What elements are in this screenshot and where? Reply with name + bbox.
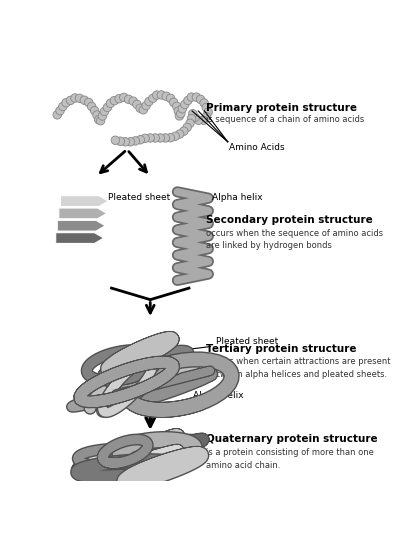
Circle shape <box>175 130 184 138</box>
Circle shape <box>183 123 191 132</box>
Text: is a protein consisting of more than one
amino acid chain.: is a protein consisting of more than one… <box>206 448 374 470</box>
Circle shape <box>188 110 197 118</box>
Circle shape <box>156 134 164 142</box>
Polygon shape <box>59 208 107 219</box>
Circle shape <box>96 117 105 125</box>
Circle shape <box>191 113 200 122</box>
Polygon shape <box>56 233 104 244</box>
Circle shape <box>59 102 67 111</box>
Circle shape <box>169 98 178 106</box>
Circle shape <box>129 97 137 105</box>
Circle shape <box>142 102 150 110</box>
Text: Amino Acids: Amino Acids <box>229 143 285 152</box>
Circle shape <box>178 105 187 113</box>
Text: Pleated sheet: Pleated sheet <box>188 338 278 349</box>
Text: Primary protein structure: Primary protein structure <box>206 103 357 113</box>
Circle shape <box>136 104 145 112</box>
Circle shape <box>204 108 212 116</box>
Circle shape <box>171 132 179 140</box>
Circle shape <box>90 106 99 115</box>
Circle shape <box>202 103 211 112</box>
Circle shape <box>95 116 103 124</box>
Circle shape <box>53 111 61 119</box>
Circle shape <box>106 99 115 107</box>
Circle shape <box>56 106 64 115</box>
Circle shape <box>199 116 208 125</box>
Circle shape <box>146 134 154 142</box>
Circle shape <box>71 94 79 102</box>
Circle shape <box>184 96 192 105</box>
Text: occurs when the sequence of amino acids
are linked by hydrogen bonds: occurs when the sequence of amino acids … <box>206 229 383 251</box>
Circle shape <box>145 97 153 106</box>
Circle shape <box>196 95 205 104</box>
Text: Quaternary protein structure: Quaternary protein structure <box>206 434 378 444</box>
Circle shape <box>166 94 175 103</box>
Circle shape <box>88 102 96 111</box>
Circle shape <box>194 116 203 125</box>
Circle shape <box>103 103 112 112</box>
Circle shape <box>111 136 120 145</box>
Circle shape <box>186 119 194 127</box>
Circle shape <box>126 138 135 146</box>
Circle shape <box>110 96 119 105</box>
Text: Secondary protein structure: Secondary protein structure <box>206 215 373 225</box>
Circle shape <box>162 92 171 100</box>
Circle shape <box>148 94 157 103</box>
Circle shape <box>131 137 140 145</box>
Circle shape <box>116 137 125 145</box>
Circle shape <box>133 100 141 109</box>
Circle shape <box>141 134 149 143</box>
Text: Alpha helix: Alpha helix <box>168 385 244 400</box>
Circle shape <box>152 91 161 99</box>
Circle shape <box>151 134 160 142</box>
Circle shape <box>124 95 133 104</box>
Circle shape <box>174 107 183 115</box>
Circle shape <box>75 94 84 103</box>
Circle shape <box>179 127 188 136</box>
Circle shape <box>121 138 129 146</box>
Circle shape <box>175 112 184 120</box>
Circle shape <box>181 100 189 109</box>
Circle shape <box>157 91 166 99</box>
Circle shape <box>161 134 169 142</box>
Circle shape <box>166 133 175 142</box>
Circle shape <box>98 112 107 120</box>
Circle shape <box>80 96 89 104</box>
Circle shape <box>192 93 201 102</box>
Polygon shape <box>60 195 109 206</box>
Text: Tertiary protein structure: Tertiary protein structure <box>206 343 356 354</box>
Circle shape <box>66 96 75 105</box>
Circle shape <box>136 136 145 144</box>
Circle shape <box>120 93 128 102</box>
Circle shape <box>100 107 109 116</box>
Text: is sequence of a chain of amino acids: is sequence of a chain of amino acids <box>206 115 364 124</box>
Circle shape <box>93 111 101 119</box>
Circle shape <box>173 102 181 111</box>
Text: Alpha helix: Alpha helix <box>212 193 263 202</box>
Circle shape <box>202 112 211 121</box>
Text: occurs when certain attractions are present
between alpha helices and pleated sh: occurs when certain attractions are pres… <box>206 357 390 379</box>
Circle shape <box>200 99 208 107</box>
Circle shape <box>62 98 70 107</box>
Polygon shape <box>57 220 105 231</box>
Circle shape <box>187 114 196 123</box>
Circle shape <box>139 106 148 114</box>
Circle shape <box>177 109 185 118</box>
Circle shape <box>115 94 124 103</box>
Text: Pleated sheet: Pleated sheet <box>108 193 170 202</box>
Circle shape <box>187 93 196 102</box>
Circle shape <box>84 98 93 107</box>
